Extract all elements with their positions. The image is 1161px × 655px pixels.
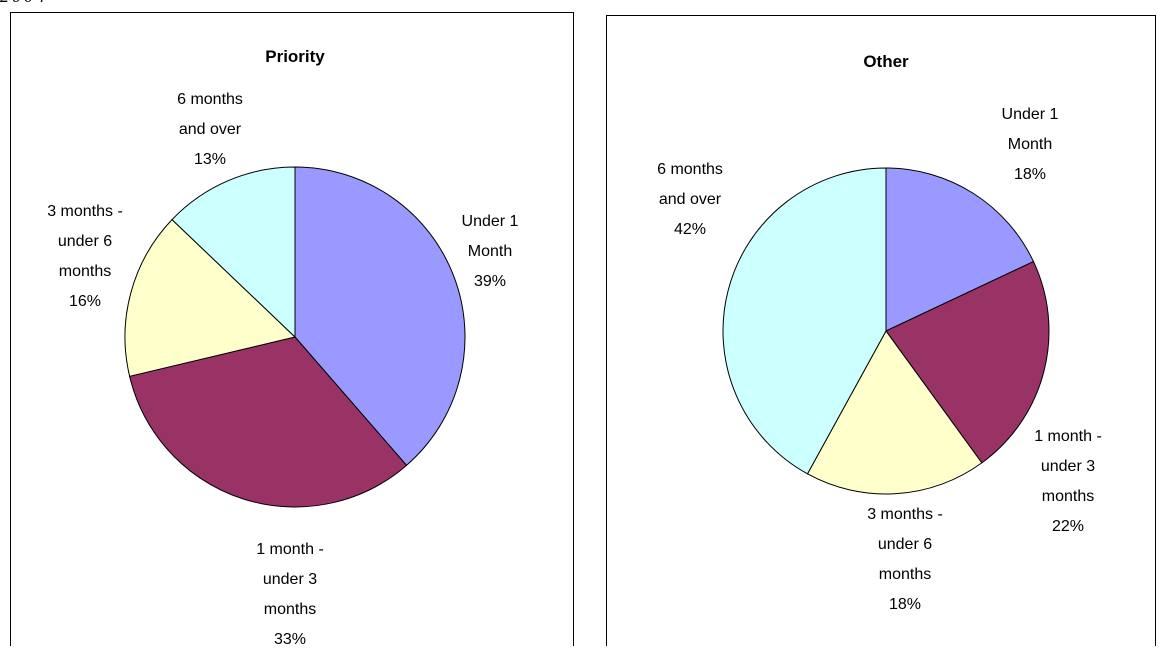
pie-slice bbox=[885, 260, 1050, 464]
slice-category: 3 months - under 6 months bbox=[47, 203, 123, 280]
slice-category: 6 months and over bbox=[177, 91, 243, 138]
pie-slice bbox=[294, 166, 466, 467]
slice-label: 6 months and over 42% bbox=[648, 155, 733, 245]
slice-category: 1 month - under 3 months bbox=[1034, 428, 1102, 505]
slice-label: 1 month - under 3 months 22% bbox=[1028, 422, 1108, 542]
slice-value: 16% bbox=[68, 293, 102, 310]
slice-value: 39% bbox=[473, 273, 507, 290]
slice-label: 3 months - under 6 months 18% bbox=[860, 500, 950, 620]
slice-category: 1 month - under 3 months bbox=[256, 541, 324, 618]
slice-label: 6 months and over 13% bbox=[168, 85, 253, 175]
slice-label: Under 1 Month 39% bbox=[455, 207, 525, 297]
slice-value: 13% bbox=[193, 151, 227, 168]
pie-slice bbox=[885, 167, 1035, 332]
slice-category: Under 1 Month bbox=[461, 213, 519, 260]
slice-category: Under 1 Month bbox=[1001, 106, 1059, 153]
slice-label: 3 months - under 6 months 16% bbox=[40, 197, 130, 317]
pie-slice bbox=[129, 336, 408, 508]
slice-category: 6 months and over bbox=[657, 161, 723, 208]
caption: 2004 bbox=[0, 0, 48, 7]
pie-slice bbox=[806, 330, 983, 495]
slice-value: 42% bbox=[673, 221, 707, 238]
slice-value: 33% bbox=[273, 631, 307, 648]
pie-slice bbox=[124, 218, 297, 377]
slice-label: Under 1 Month 18% bbox=[995, 100, 1065, 190]
chart-title: Other bbox=[863, 52, 909, 71]
slice-value: 18% bbox=[888, 596, 922, 613]
slice-category: 3 months - under 6 months bbox=[867, 506, 943, 583]
slice-value: 22% bbox=[1051, 518, 1085, 535]
pie-slice bbox=[722, 167, 887, 475]
chart-title: Priority bbox=[265, 47, 325, 66]
pie-slice bbox=[171, 166, 296, 339]
slice-value: 18% bbox=[1013, 166, 1047, 183]
slice-label: 1 month - under 3 months 33% bbox=[250, 535, 330, 655]
